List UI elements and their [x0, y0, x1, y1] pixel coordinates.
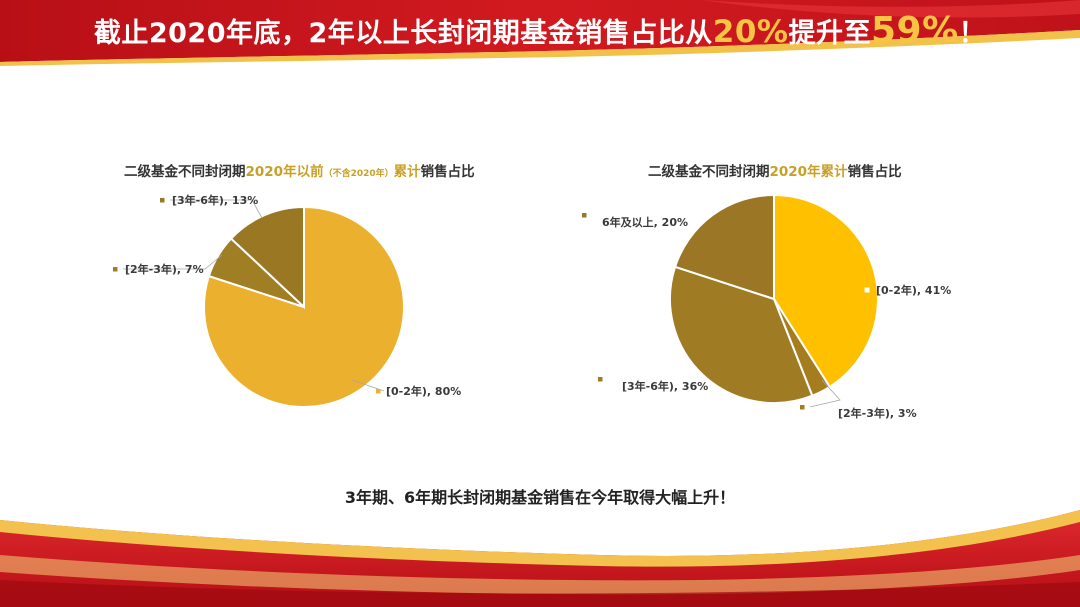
headline-part2: 提升至 [788, 18, 871, 49]
pie2-label-marker-4 [582, 213, 587, 218]
headline: 截止2020年底，2年以上长封闭期基金销售占比从20%提升至59%！ [0, 10, 1080, 51]
pie2-data-label-1: [0-2年), 41% [876, 283, 951, 297]
chart-title-left-highlight2: 累计 [393, 164, 421, 180]
bottom-ribbon [0, 510, 1080, 607]
pie1-slice-3 [229, 205, 305, 310]
pie2-leader-2 [809, 379, 841, 408]
pie2-label-marker-2 [800, 405, 805, 410]
pie1-data-label-3: [3年-6年), 13% [172, 193, 258, 207]
pie1-data-label-1: [0-2年), 80% [386, 384, 461, 398]
header-banner [0, 0, 1080, 66]
chart-title-right-highlight: 2020年累计 [769, 164, 848, 180]
pie1-label-marker-3 [160, 198, 165, 203]
pie2-label-marker-1 [863, 286, 871, 294]
chart-title-left-highlight: 2020年以前 [245, 164, 324, 180]
chart-title-left-note: （不含2020年） [323, 169, 394, 179]
pie2-data-label-3: [3年-6年), 36% [622, 379, 708, 393]
chart-title-right-prefix: 二级基金不同封闭期 [648, 164, 770, 180]
chart-title-right: 二级基金不同封闭期2020年累计销售占比 [648, 160, 902, 180]
chart-title-left: 二级基金不同封闭期2020年以前（不含2020年）累计销售占比 [124, 160, 475, 180]
chart-title-left-suffix: 销售占比 [420, 164, 475, 180]
pie2-slice-3 [669, 265, 814, 404]
headline-part1: 截止2020年底，2年以上长封闭期基金销售占比从 [93, 18, 713, 49]
chart-title-left-prefix: 二级基金不同封闭期 [124, 164, 246, 180]
pie1-leader-3 [170, 199, 263, 219]
headline-part3: ！ [958, 18, 987, 49]
pie2-data-label-2: [2年-3年), 3% [838, 406, 917, 420]
pie1-label-marker-1 [376, 389, 381, 394]
chart-title-right-suffix: 销售占比 [847, 164, 902, 180]
pie1-leader-2 [123, 254, 223, 270]
pie2-data-label-4: 6年及以上, 20% [602, 215, 688, 229]
headline-value-to: 59% [870, 10, 959, 51]
headline-value-from: 20% [712, 14, 789, 50]
pie2-slice-4 [673, 193, 775, 301]
pie1-label-marker-2 [113, 267, 118, 272]
pie1-data-label-2: [2年-3年), 7% [125, 262, 204, 276]
pie2-label-marker-3 [598, 377, 603, 382]
conclusion-text: 3年期、6年期长封闭期基金销售在今年取得大幅上升！ [344, 488, 736, 507]
